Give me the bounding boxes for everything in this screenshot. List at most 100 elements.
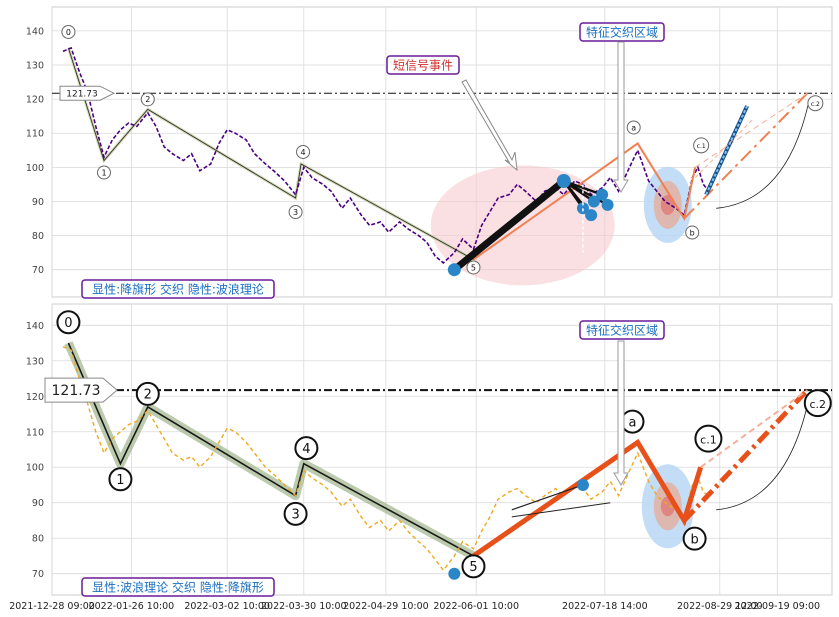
- reference-label: 121.73: [66, 90, 98, 100]
- zone-arrow: [613, 41, 629, 193]
- wave-label: 1: [116, 473, 124, 488]
- y-tick-label: 120: [26, 95, 44, 106]
- abc-projection-line: [682, 388, 810, 523]
- wave-line: [67, 47, 474, 260]
- y-tick-label: 110: [26, 129, 44, 140]
- abc-label: c.1: [700, 433, 717, 446]
- wave-label: 0: [64, 316, 72, 331]
- wave-label: 2: [144, 388, 152, 403]
- abc-label: b: [690, 228, 695, 237]
- wave-label-circle: [288, 205, 303, 220]
- caption-box: [81, 577, 275, 597]
- y-tick-label: 90: [32, 197, 44, 208]
- wave-label-circle: [466, 260, 481, 275]
- x-tick-label: 2022-08-29 12:00: [677, 601, 763, 612]
- impulse-line: [511, 484, 584, 511]
- fan-line: [511, 502, 611, 518]
- abc-label: c.1: [697, 143, 706, 150]
- wave-label: 0: [66, 28, 71, 37]
- abc-label-circle: [807, 95, 824, 112]
- wave-label-circle: [296, 144, 311, 159]
- wave-label-circle: [97, 165, 111, 180]
- y-tick-label: 120: [26, 392, 44, 403]
- abc-label-circle: [694, 424, 723, 453]
- wave-label-circle: [461, 554, 486, 579]
- fan-marker: [585, 209, 598, 222]
- wave-label-circle: [56, 310, 81, 335]
- low-marker: [447, 263, 461, 277]
- y-tick-label: 140: [26, 26, 44, 37]
- x-tick-label: 2022-03-30 10:00: [261, 601, 347, 612]
- abc-structure-line: [472, 142, 697, 261]
- y-tick-label: 80: [32, 231, 44, 242]
- y-tick-label: 110: [26, 427, 44, 438]
- event-label-box: [386, 55, 460, 75]
- fan-marker: [596, 188, 609, 201]
- c-projection-line: [700, 389, 808, 469]
- y-tick-label: 130: [26, 61, 44, 72]
- fan-marker: [587, 195, 600, 208]
- zone-label-box: [579, 320, 665, 340]
- zone-label: 特征交织区域: [586, 323, 658, 338]
- wave-label-circle: [140, 92, 155, 107]
- panel-caption: 显性:降旗形 交织 隐性:波浪理论: [92, 282, 264, 297]
- y-tick-label: 140: [26, 321, 44, 332]
- y-tick-label: 80: [32, 534, 44, 545]
- abc-label-circle: [626, 120, 641, 135]
- wave-label: 4: [301, 148, 306, 157]
- x-tick-label: 2022-09-19 09:00: [734, 601, 820, 612]
- projection-arc: [716, 99, 810, 209]
- fan-marker: [576, 202, 589, 215]
- abc-label: a: [628, 415, 636, 430]
- zone-arrow: [613, 340, 629, 486]
- wave-label: 2: [145, 95, 150, 104]
- y-tick-label: 130: [26, 356, 44, 367]
- wave-label-circle: [283, 501, 308, 526]
- abc-label: c.2: [809, 398, 826, 411]
- panel-caption: 显性:波浪理论 交织 隐性:降旗形: [92, 580, 264, 595]
- wave-label: 5: [471, 263, 476, 272]
- price-series-line: [62, 46, 710, 264]
- impulse-line: [450, 177, 568, 274]
- event-arrow: [461, 79, 518, 172]
- reference-label-arrow: [59, 85, 116, 101]
- projection-arc: [716, 396, 810, 511]
- wave-label-circle: [108, 467, 133, 492]
- y-tick-label: 70: [32, 265, 44, 276]
- reference-label-arrow: [44, 377, 118, 403]
- x-tick-label: 2022-03-02 10:00: [184, 601, 270, 612]
- wave-label: 1: [101, 168, 106, 177]
- fan-line: [563, 179, 609, 206]
- abc-label: c.2: [811, 101, 820, 108]
- event-label: 短信号事件: [393, 59, 453, 73]
- caption-box: [81, 279, 275, 299]
- wave-label: 3: [291, 508, 299, 523]
- y-tick-label: 70: [32, 569, 44, 580]
- abc-label: b: [690, 532, 698, 547]
- reference-label: 121.73: [52, 383, 101, 399]
- fan-marker: [601, 198, 614, 211]
- x-tick-label: 2022-04-29 10:00: [343, 601, 429, 612]
- wave-line: [67, 342, 474, 557]
- wave-label: 4: [302, 442, 310, 457]
- x-tick-label: 2022-07-18 14:00: [562, 601, 648, 612]
- x-tick-label: 2022-06-01 10:00: [433, 601, 519, 612]
- breakout-channel-inner: [705, 105, 749, 196]
- peak-marker: [576, 478, 589, 491]
- y-tick-label: 100: [26, 163, 44, 174]
- wave-label-circle: [61, 24, 76, 39]
- y-tick-label: 100: [26, 463, 44, 474]
- y-tick-label: 90: [32, 498, 44, 509]
- abc-label-circle: [685, 225, 700, 240]
- abc-label-circle: [682, 526, 707, 551]
- abc-projection-line: [683, 92, 809, 220]
- abc-structure-line: [472, 438, 704, 559]
- wave-label-circle: [294, 436, 319, 461]
- top-chart-panel: 70 80 90 100 110 120 130 140 121.73 0 1 2 3 4 5 a b c.1 c.…: [26, 6, 833, 299]
- peak-marker: [556, 174, 571, 188]
- x-tick-label: 2022-01-26 10:00: [89, 601, 175, 612]
- price-series-line: [62, 345, 710, 572]
- bottom-chart-panel: 70 80 90 100 110 120 130 140 121.73 0 1 2 3 4 5 a b c.1 c.…: [26, 303, 833, 597]
